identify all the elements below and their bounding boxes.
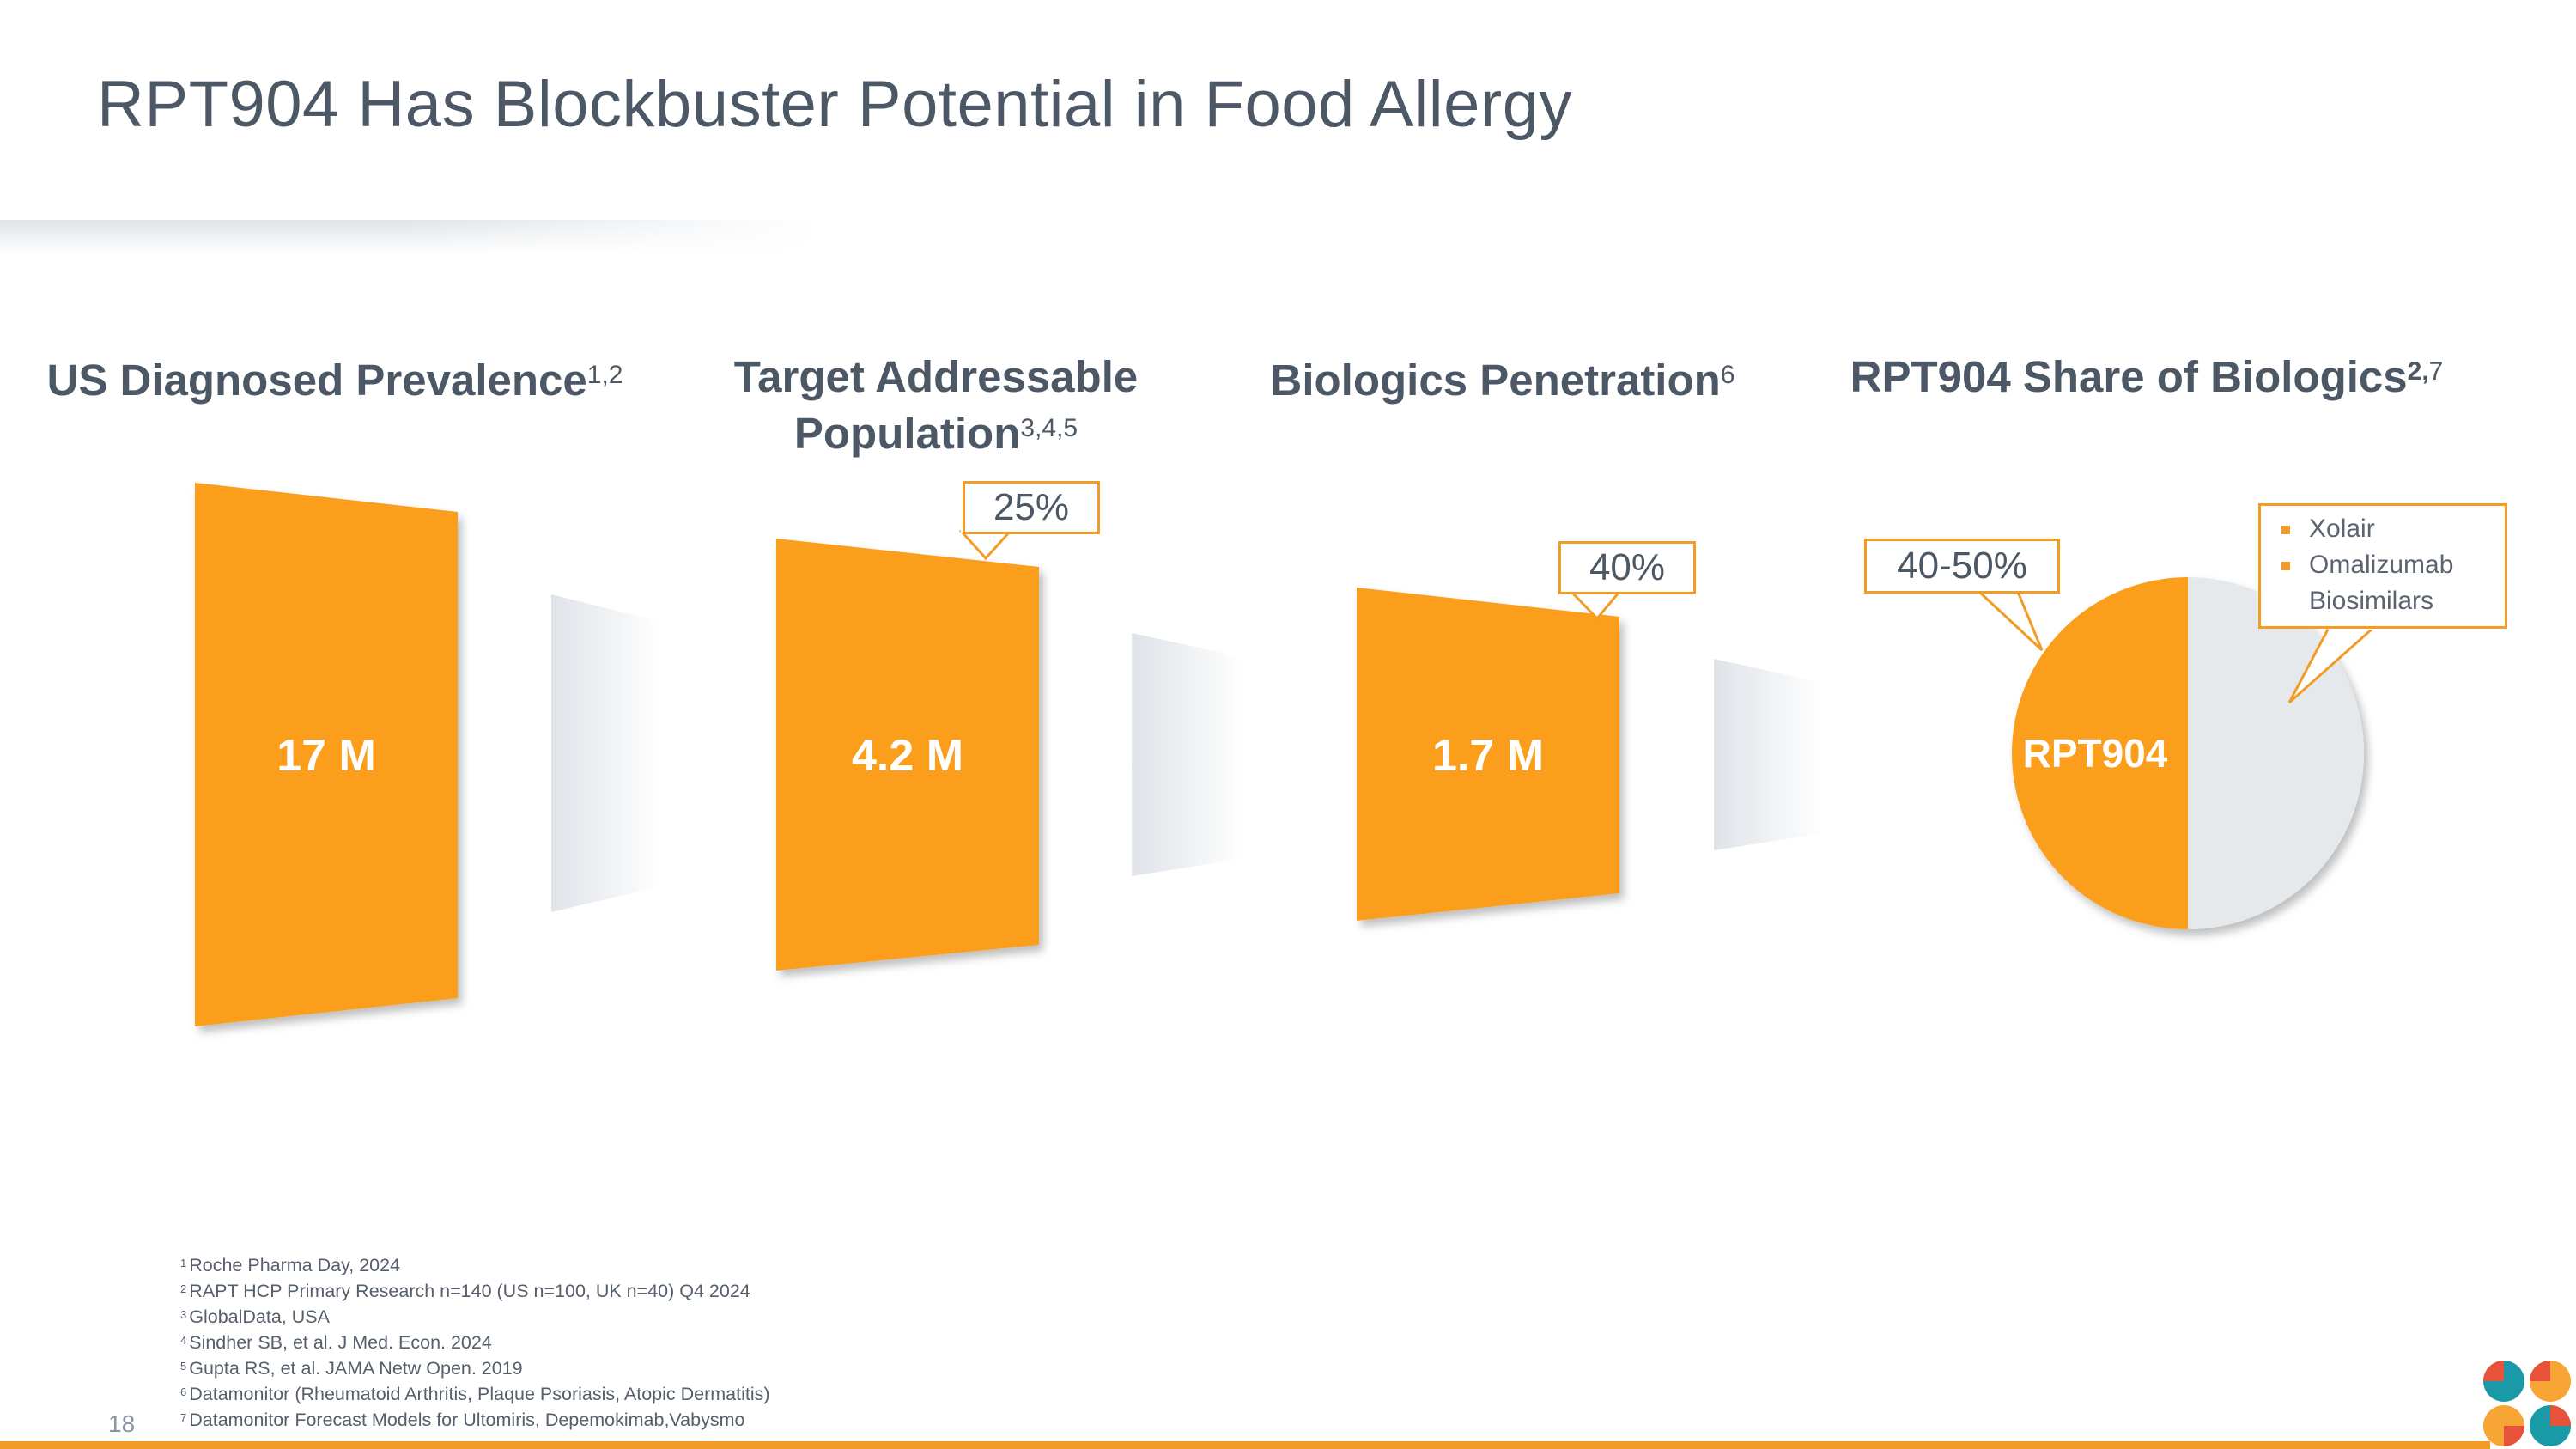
heading-biologics-penetration: Biologics Penetration6	[1270, 356, 1735, 405]
pie-label-rpt904: RPT904	[2022, 731, 2168, 776]
callout-40-50-percent: 40-50%	[1864, 539, 2060, 594]
footnotes: 1 Roche Pharma Day, 2024 2 RAPT HCP Primar…	[180, 1252, 770, 1433]
bar-biologics-penetration	[1357, 588, 1619, 921]
connector-shape	[1714, 659, 1824, 850]
connector-shape	[551, 594, 661, 912]
footnote: 5 Gupta RS, et al. JAMA Netw Open. 2019	[180, 1358, 523, 1379]
legend-bullet	[2281, 562, 2290, 570]
legend-item-biosimilars: Biosimilars	[2309, 587, 2434, 615]
footer-bar	[0, 1441, 2490, 1449]
footnote: 3 GlobalData, USA	[180, 1306, 330, 1327]
title-divider-shadow	[0, 220, 816, 254]
heading-rpt904-share: RPT904 Share of Biologics2,7	[1850, 352, 2444, 401]
bar-target-population	[776, 539, 1039, 971]
footnote: 6 Datamonitor (Rheumatoid Arthritis, Plaq…	[180, 1384, 770, 1404]
legend-bullet	[2281, 526, 2290, 534]
footnote: 7 Datamonitor Forecast Models for Ultomir…	[180, 1409, 745, 1430]
value-target-population: 4.2 M	[851, 731, 964, 781]
company-logo	[2483, 1361, 2571, 1446]
legend-item-xolair: Xolair	[2309, 514, 2375, 543]
legend-callout: Xolair Omalizumab Biosimilars	[2258, 503, 2507, 629]
callout-25-percent: 25%	[963, 481, 1100, 534]
bar-us-prevalence	[195, 483, 458, 1026]
page-number: 18	[108, 1410, 136, 1437]
footnote: 2 RAPT HCP Primary Research n=140 (US n=1…	[180, 1281, 750, 1301]
value-biologics-penetration: 1.7 M	[1431, 731, 1545, 781]
footnote: 4 Sindher SB, et al. J Med. Econ. 2024	[180, 1332, 492, 1353]
callout-40-percent: 40%	[1558, 541, 1696, 594]
connector-shape	[1132, 633, 1242, 876]
heading-us-prevalence: US Diagnosed Prevalence1,2	[46, 356, 623, 405]
footnote: 1 Roche Pharma Day, 2024	[180, 1255, 401, 1275]
legend-item-omalizumab: Omalizumab	[2309, 551, 2454, 579]
page-title: RPT904 Has Blockbuster Potential in Food…	[97, 68, 1572, 141]
heading-target-population: Target Addressable Population3,4,5	[733, 352, 1139, 458]
value-us-prevalence: 17 M	[276, 731, 376, 781]
